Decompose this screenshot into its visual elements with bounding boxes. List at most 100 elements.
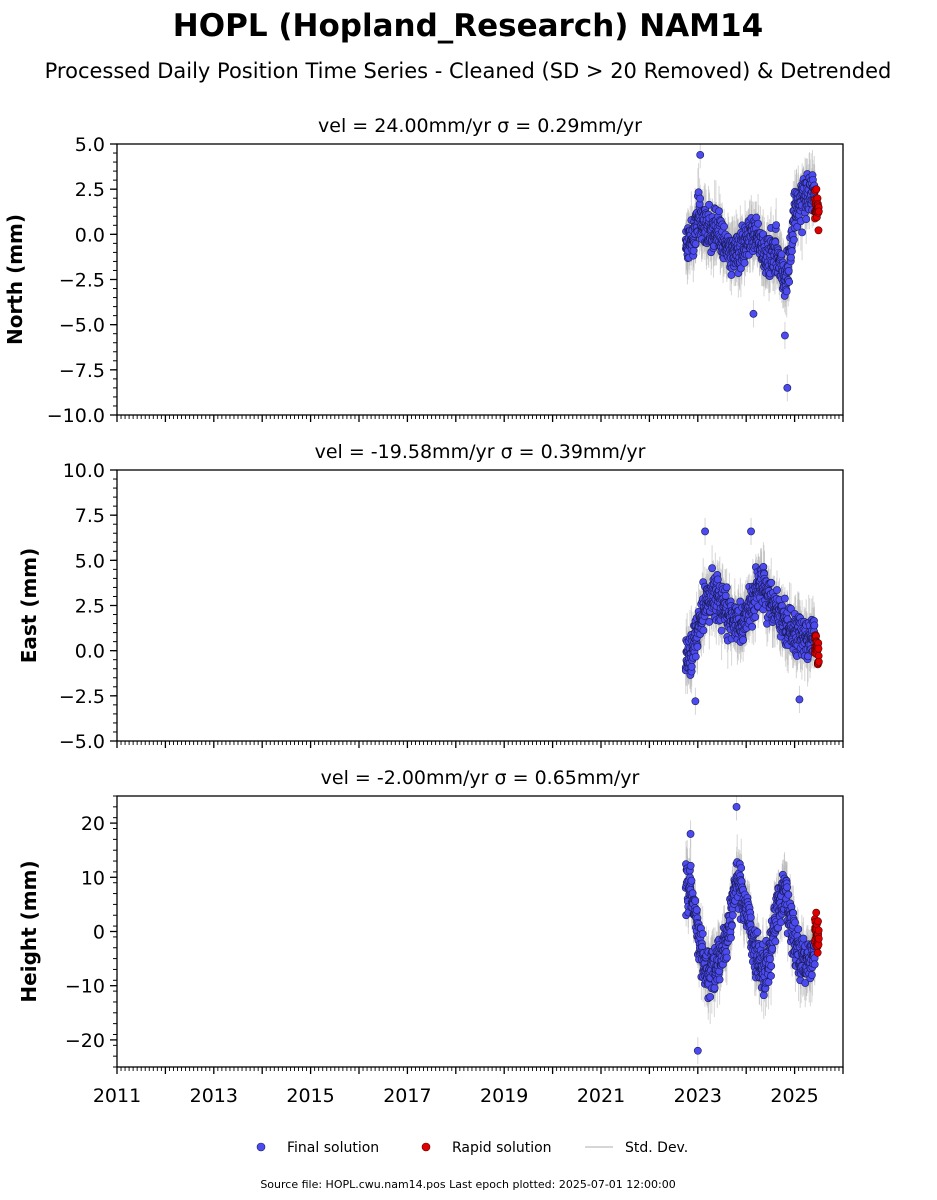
final-point	[801, 979, 810, 987]
final-point	[708, 564, 716, 573]
plot-data	[681, 144, 823, 402]
final-point	[790, 235, 798, 244]
final-point	[717, 626, 726, 635]
final-point	[713, 575, 722, 584]
x-tick-label: 2017	[383, 1085, 431, 1107]
panel-title: vel = 24.00mm/yr σ = 0.29mm/yr	[318, 115, 642, 137]
y-tick-label: 20	[81, 813, 105, 835]
final-point	[788, 247, 796, 256]
final-point	[686, 861, 695, 870]
rapid-point	[812, 185, 821, 194]
final-point	[783, 883, 792, 892]
final-point	[691, 652, 700, 661]
y-tick-label: 0	[93, 922, 105, 944]
final-point	[751, 613, 760, 621]
final-point	[691, 240, 700, 248]
final-point	[748, 622, 757, 631]
final-point	[798, 228, 806, 237]
final-point	[772, 221, 781, 229]
final-point	[737, 864, 746, 872]
final-point	[771, 937, 780, 946]
panel-1: vel = 24.00mm/yr σ = 0.29mm/yr North (mm)…	[3, 115, 844, 427]
final-point-outlier	[686, 830, 695, 838]
final-point	[692, 906, 701, 914]
final-points	[681, 527, 819, 706]
final-point	[810, 621, 819, 630]
final-point	[793, 222, 802, 231]
x-tick-label: 2011	[93, 1085, 141, 1107]
panel-title: vel = -19.58mm/yr σ = 0.39mm/yr	[315, 441, 646, 463]
x-tick-label: 2021	[577, 1085, 625, 1107]
y-tick-label: 2.5	[75, 596, 105, 618]
x-tick-label: 2019	[480, 1085, 528, 1107]
std-dev-bars	[685, 144, 816, 402]
final-point-outlier	[781, 331, 789, 340]
final-point	[753, 928, 762, 937]
final-point	[689, 246, 698, 255]
y-tick-label: −5.0	[59, 731, 105, 753]
final-point	[687, 662, 696, 671]
final-point	[799, 934, 808, 943]
final-point	[705, 200, 713, 209]
plot-data	[681, 796, 823, 1065]
final-point	[746, 913, 755, 922]
final-point	[740, 258, 749, 267]
y-tick-label: −2.5	[59, 270, 105, 292]
final-points	[681, 802, 819, 1055]
panel-title: vel = -2.00mm/yr σ = 0.65mm/yr	[321, 767, 640, 789]
rapid-point	[814, 934, 823, 943]
final-point	[784, 890, 793, 899]
rapid-points	[810, 908, 823, 957]
rapid-points	[810, 185, 823, 235]
final-point	[791, 918, 799, 927]
legend-rapid-marker	[421, 1142, 431, 1152]
panels: vel = 24.00mm/yr σ = 0.29mm/yr North (mm)…	[3, 115, 844, 1107]
legend-final-label: Final solution	[287, 1140, 379, 1156]
panel-3: vel = -2.00mm/yr σ = 0.65mm/yr Height (mm…	[17, 767, 844, 1107]
legend-std-label: Std. Dev.	[625, 1140, 688, 1156]
y-tick-label: −10.0	[47, 405, 105, 427]
y-axis-label: North (mm)	[3, 214, 27, 345]
final-point-outlier	[747, 527, 755, 536]
final-point	[784, 267, 793, 275]
rapid-point	[814, 917, 822, 926]
y-tick-label: 2.5	[75, 179, 105, 201]
rapid-point	[812, 908, 821, 917]
y-tick-label: 7.5	[75, 505, 105, 527]
y-tick-label: 0.0	[75, 641, 105, 663]
final-point	[754, 219, 762, 228]
final-point-outlier	[696, 150, 705, 159]
rapid-point	[814, 226, 823, 235]
y-tick-label: −2.5	[59, 686, 105, 708]
final-point	[691, 896, 700, 905]
final-point	[715, 975, 724, 984]
final-point	[767, 972, 775, 980]
y-tick-label: 5.0	[75, 134, 105, 156]
final-point	[722, 953, 731, 962]
final-point	[696, 194, 705, 203]
final-point-outlier	[749, 309, 758, 318]
y-tick-label: −10	[65, 976, 105, 998]
final-point	[727, 271, 736, 279]
final-point	[776, 918, 785, 927]
final-point	[759, 991, 768, 1000]
final-point	[687, 876, 696, 885]
final-point	[722, 583, 731, 592]
rapid-point	[814, 926, 823, 935]
final-point-outlier	[732, 802, 741, 811]
rapid-point	[813, 948, 822, 957]
final-point	[810, 960, 819, 969]
final-point	[767, 962, 776, 970]
final-point	[728, 911, 737, 920]
source-footer: Source file: HOPL.cwu.nam14.pos Last epo…	[260, 1178, 675, 1191]
final-point	[728, 921, 736, 930]
rapid-point	[814, 657, 823, 666]
final-point	[787, 253, 795, 262]
final-point	[721, 591, 730, 600]
figure-subtitle: Processed Daily Position Time Series - C…	[45, 59, 892, 83]
legend: Final solution Rapid solution Std. Dev.	[256, 1140, 688, 1156]
rapid-points	[810, 631, 823, 669]
final-point	[739, 636, 748, 644]
plot-data	[681, 517, 823, 715]
